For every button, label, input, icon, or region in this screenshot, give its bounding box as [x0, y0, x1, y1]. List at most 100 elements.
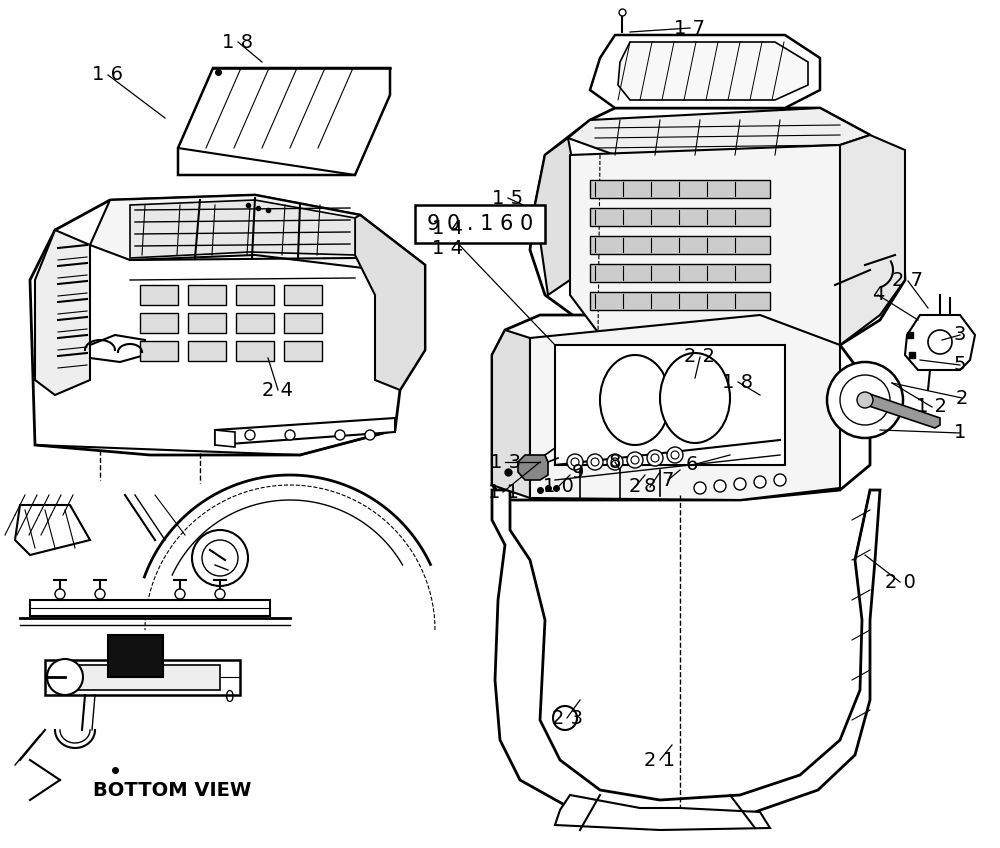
Text: 6: 6: [686, 455, 698, 475]
Text: 2 7: 2 7: [893, 271, 924, 291]
Polygon shape: [863, 394, 940, 428]
Polygon shape: [178, 68, 390, 175]
Text: 9 0 . 1 6 0: 9 0 . 1 6 0: [427, 214, 533, 234]
Circle shape: [647, 450, 663, 466]
Polygon shape: [618, 42, 808, 100]
Circle shape: [827, 362, 903, 438]
Polygon shape: [530, 315, 840, 500]
Polygon shape: [590, 35, 820, 108]
Circle shape: [694, 482, 706, 494]
Circle shape: [591, 458, 599, 466]
Polygon shape: [570, 145, 870, 355]
Circle shape: [215, 589, 225, 599]
Circle shape: [202, 540, 238, 576]
Text: 8: 8: [644, 477, 656, 496]
Polygon shape: [840, 135, 905, 345]
Polygon shape: [45, 660, 240, 695]
Circle shape: [840, 375, 890, 425]
Text: 9: 9: [572, 462, 584, 482]
Circle shape: [928, 330, 952, 354]
Text: 1 4: 1 4: [432, 238, 462, 258]
Circle shape: [47, 659, 83, 695]
Polygon shape: [535, 138, 575, 295]
Circle shape: [335, 430, 345, 440]
Bar: [236, 313, 274, 333]
Bar: [284, 313, 322, 333]
Ellipse shape: [660, 353, 730, 443]
Polygon shape: [90, 335, 145, 362]
Bar: [415, 205, 545, 243]
Polygon shape: [30, 195, 425, 455]
Text: 4: 4: [872, 286, 884, 304]
Circle shape: [285, 430, 295, 440]
Text: 2 3: 2 3: [552, 708, 582, 728]
Polygon shape: [215, 430, 235, 447]
Circle shape: [607, 454, 623, 470]
Bar: [140, 341, 178, 361]
Polygon shape: [905, 315, 975, 370]
Text: 2 4: 2 4: [262, 381, 294, 399]
Text: 3: 3: [954, 326, 966, 344]
Polygon shape: [355, 215, 425, 390]
Polygon shape: [90, 195, 425, 270]
Text: 1 8: 1 8: [222, 32, 254, 52]
Bar: [236, 285, 274, 305]
Text: 5: 5: [954, 355, 966, 375]
Circle shape: [671, 451, 679, 459]
Ellipse shape: [600, 355, 670, 445]
Circle shape: [774, 474, 786, 486]
Text: 0: 0: [225, 689, 235, 705]
Circle shape: [245, 430, 255, 440]
Bar: [188, 341, 226, 361]
Circle shape: [627, 452, 643, 468]
Text: 8: 8: [609, 453, 621, 471]
Bar: [65, 665, 220, 690]
Polygon shape: [30, 600, 270, 616]
Text: 1 6: 1 6: [92, 65, 124, 85]
Bar: [590, 264, 770, 282]
Bar: [284, 341, 322, 361]
Circle shape: [714, 480, 726, 492]
Polygon shape: [530, 108, 905, 355]
Text: 2 0: 2 0: [885, 572, 915, 592]
Text: 1 3: 1 3: [490, 453, 520, 471]
Bar: [140, 313, 178, 333]
Polygon shape: [555, 795, 770, 830]
Text: BOTTOM VIEW: BOTTOM VIEW: [93, 780, 251, 800]
Circle shape: [553, 706, 577, 730]
Circle shape: [754, 476, 766, 488]
Bar: [555, 345, 785, 465]
Bar: [284, 285, 322, 305]
Text: 1 2: 1 2: [916, 398, 948, 416]
Text: 2: 2: [629, 477, 641, 496]
Polygon shape: [215, 418, 395, 445]
Circle shape: [175, 589, 185, 599]
Text: 7: 7: [662, 471, 674, 489]
Bar: [236, 341, 274, 361]
Circle shape: [587, 454, 603, 470]
Bar: [188, 285, 226, 305]
Polygon shape: [35, 230, 90, 395]
Bar: [590, 180, 770, 198]
Circle shape: [631, 456, 639, 464]
Circle shape: [651, 454, 659, 462]
Circle shape: [571, 458, 579, 466]
Text: 1 8: 1 8: [722, 372, 754, 392]
Bar: [590, 208, 770, 226]
Text: 1 7: 1 7: [674, 19, 706, 37]
Bar: [590, 292, 770, 310]
Text: 1 1: 1 1: [488, 483, 518, 501]
Circle shape: [667, 447, 683, 463]
Circle shape: [55, 589, 65, 599]
Circle shape: [95, 589, 105, 599]
Text: 2: 2: [956, 388, 968, 408]
Polygon shape: [568, 108, 870, 155]
Circle shape: [567, 454, 583, 470]
Circle shape: [734, 478, 746, 490]
Circle shape: [611, 458, 619, 466]
Polygon shape: [492, 330, 530, 498]
Text: 1 5: 1 5: [492, 188, 524, 208]
Polygon shape: [518, 455, 548, 480]
Text: 2 2: 2 2: [684, 348, 716, 366]
Text: 1: 1: [954, 423, 966, 443]
